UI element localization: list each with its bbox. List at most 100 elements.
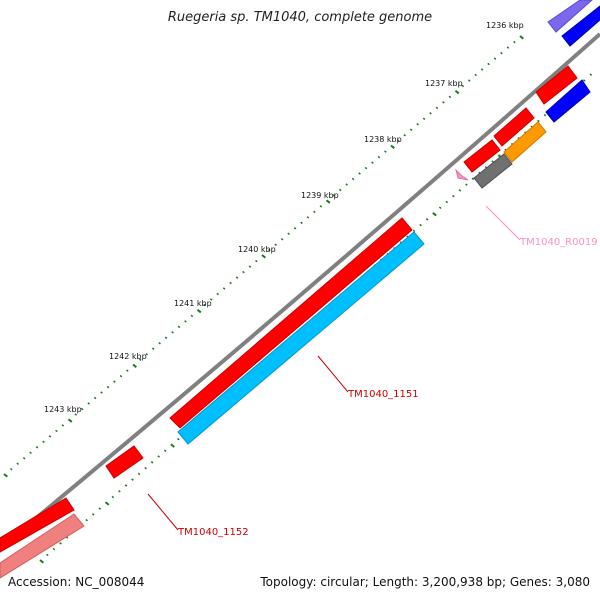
tick-label: 1240 kbp: [238, 245, 276, 254]
minor-tick: [87, 402, 90, 405]
gene-tm1040-1152[interactable]: [105, 445, 144, 479]
gene-top-blue[interactable]: [561, 5, 600, 47]
minor-tick: [467, 79, 471, 82]
minor-tick: [177, 437, 180, 441]
minor-tick: [80, 407, 84, 411]
tick-labels: 1236 kbp 1237 kbp 1238 kbp 1239 kbp 1240…: [44, 21, 524, 414]
minor-tick: [22, 456, 26, 460]
gene-bottom-red[interactable]: [0, 497, 75, 553]
major-tick: [170, 443, 175, 448]
gene-upper-gray[interactable]: [473, 153, 513, 189]
minor-tick: [106, 385, 110, 389]
minor-tick: [480, 68, 484, 71]
minor-tick: [235, 276, 239, 279]
gene-tm1040-1151[interactable]: [169, 217, 413, 429]
minor-tick: [55, 429, 58, 433]
minor-tick: [242, 270, 245, 274]
tick-label: 1241 kbp: [174, 299, 212, 308]
minor-tick: [118, 489, 121, 493]
minor-tick: [412, 229, 416, 233]
gene-tm1040-r0019[interactable]: [455, 168, 469, 181]
major-tick: [454, 89, 460, 95]
accession-text: Accession: NC_008044: [8, 575, 145, 589]
minor-tick: [425, 218, 429, 221]
minor-tick: [438, 206, 442, 210]
minor-tick: [338, 188, 342, 192]
minor-tick: [422, 117, 426, 121]
major-tick: [519, 35, 524, 40]
gene-blue-reverse[interactable]: [177, 231, 425, 445]
minor-tick: [164, 336, 168, 340]
gene-upper-red-3[interactable]: [463, 139, 501, 173]
minor-tick: [351, 177, 355, 181]
major-tick: [261, 254, 266, 259]
minor-tick: [287, 232, 290, 236]
minor-tick: [255, 259, 258, 263]
minor-tick: [35, 446, 39, 449]
minor-tick: [137, 472, 141, 476]
minor-tick: [465, 183, 468, 186]
minor-tick: [248, 265, 252, 268]
map-title: Ruegeria sp. TM1040, complete genome: [167, 10, 433, 25]
minor-tick: [364, 166, 368, 170]
gene-bottom-pale[interactable]: [0, 513, 85, 579]
minor-tick: [491, 160, 494, 163]
minor-tick: [216, 292, 219, 296]
minor-tick: [416, 123, 419, 126]
minor-tick: [150, 461, 154, 464]
minor-tick: [589, 73, 593, 76]
minor-tick: [59, 542, 62, 545]
minor-tick: [471, 177, 475, 181]
gene-upper-red-2[interactable]: [493, 107, 535, 147]
minor-tick: [377, 155, 381, 159]
minor-tick: [119, 374, 123, 378]
tick-label: 1242 kbp: [109, 352, 147, 361]
gene-features: [0, 0, 600, 579]
minor-tick: [506, 46, 510, 49]
tick-label: 1237 kbp: [425, 79, 463, 88]
gene-upper-blue-1[interactable]: [545, 79, 591, 123]
major-tick: [432, 212, 437, 217]
minor-tick: [163, 449, 167, 453]
major-tick: [196, 308, 202, 314]
minor-tick: [306, 216, 310, 219]
minor-tick: [293, 227, 297, 230]
minor-tick: [280, 237, 284, 241]
minor-tick: [474, 73, 477, 77]
gene-upper-orange[interactable]: [503, 121, 547, 163]
minor-tick: [91, 513, 95, 516]
minor-tick: [358, 172, 361, 175]
minor-tick: [42, 440, 45, 444]
minor-tick: [209, 298, 213, 301]
minor-tick: [493, 57, 497, 60]
minor-tick: [151, 347, 155, 351]
minor-tick: [442, 101, 445, 104]
gene-top-purple[interactable]: [547, 0, 593, 33]
minor-tick: [452, 194, 455, 198]
minor-tick: [157, 455, 160, 458]
minor-tick: [222, 287, 226, 290]
minor-tick: [93, 396, 97, 400]
minor-tick: [396, 139, 400, 142]
minor-tick: [384, 150, 387, 153]
major-tick: [132, 363, 137, 368]
minor-tick: [144, 466, 147, 470]
minor-tick: [111, 495, 115, 499]
gene-upper-red-1[interactable]: [535, 65, 578, 105]
minor-tick: [543, 113, 547, 117]
minor-tick: [513, 40, 516, 44]
minor-tick: [403, 133, 407, 137]
minor-tick: [409, 128, 413, 132]
minor-tick: [582, 79, 586, 82]
label-tm1040-1152: TM1040_1152: [177, 527, 249, 538]
genome-backbone: [0, 32, 600, 550]
minor-tick: [74, 413, 78, 416]
label-tm1040-1151: TM1040_1151: [347, 389, 419, 400]
minor-tick: [184, 320, 187, 323]
minor-tick: [229, 281, 232, 285]
tick-label: 1243 kbp: [44, 405, 82, 414]
minor-tick: [100, 391, 103, 394]
minor-tick: [313, 210, 316, 214]
minor-tick: [429, 112, 432, 115]
